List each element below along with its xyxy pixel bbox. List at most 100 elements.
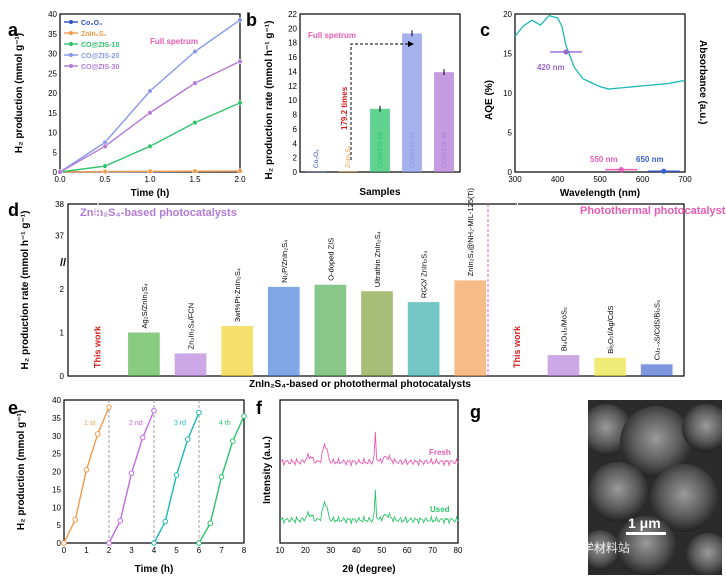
aqe-point [618,167,624,173]
bar-label-d: Zn₃In₂S₆/FCN [187,303,196,350]
point-e [106,540,112,546]
ytick-c: 0 [508,168,513,177]
series-line-e [108,410,155,544]
ylabel-c: AQE (%) [484,80,495,120]
panel-d: d ZnIn₂S₄-based photocatalysts Photother… [8,188,726,390]
ytick-d: 37 [55,231,64,240]
bar-d [640,364,673,376]
point-e [229,438,236,444]
bar-d [547,355,580,376]
axis-break-d: // [60,257,66,269]
legend-label-a: Co₃O₄ [81,20,102,27]
panel-b: b Full spetrum 0 2 4 6 8 10 12 14 16 18 20 22 Co₃O₄… [246,10,461,198]
legend-label-a: CO@ZIS-10 [81,42,119,49]
point-a [147,168,153,174]
ytick-b: 12 [288,82,297,91]
xtick-c: 400 [551,175,565,184]
bar-b [434,72,454,172]
ytick-b: 14 [288,67,297,76]
ytick-b: 16 [288,53,297,62]
xtick-a: 0.5 [99,175,111,184]
point-e [184,436,191,443]
xtick-e: 8 [242,546,247,555]
f-label-used: Used [430,505,450,514]
ylabel-e: H₂ production (mmol g⁻¹) [16,410,27,530]
series-line-e [63,406,110,544]
point-a [237,100,243,106]
ytick-b: 8 [293,111,298,120]
xtick-a: 2.0 [234,175,246,184]
panel-label-f: f [256,398,263,418]
ytick-a: 40 [48,10,57,19]
bar-label-d: ZnIn₂S₄@NH₂-MIL-125(Ti) [466,188,475,277]
xtick-f: 50 [377,546,386,555]
ytick-b: 4 [293,139,298,148]
bar-note-d: This work [92,325,102,368]
sem-image: 1 μm 知乎 @科学材料站 [588,400,722,575]
bar-label-d: Cu₂₋ₓS/CdS/Bi₂S₃ [653,300,662,360]
ytick-e: 35 [52,414,61,423]
ytick-e: 10 [52,503,61,512]
point-a [102,163,108,169]
ytick-a: 15 [48,109,57,118]
ytick-d: 1 [60,329,65,338]
point-a [147,110,153,116]
point-e [241,413,247,419]
cycle-label-e: 3 rd [174,420,186,427]
ytick-e: 15 [52,485,61,494]
legend-label-a: CO@ZIS-20 [81,53,119,60]
c-ann-550: 550 nm [590,155,618,164]
ytick-e: 20 [52,468,61,477]
ytick-a: 10 [48,129,57,138]
ytick-c: 5 [508,129,513,138]
group-label-photothermal: Photothermal photocatalysts [580,205,726,217]
point-e [173,472,180,478]
bar-d [314,284,347,376]
point-e [207,520,214,527]
xtick-e: 6 [197,546,202,555]
legend-marker-a [69,64,73,68]
bar-d [221,326,254,376]
panel-label-e: e [8,398,18,418]
xlabel-d: ZnIn₂S₄-based or photothermal photocatal… [249,379,471,390]
aqe-point [563,49,569,55]
panel-label-c: c [480,20,490,40]
bar-label-d: Ni₂P/ZnIn₂S₄ [280,240,289,283]
point-a [192,168,198,174]
ytick-e: 30 [52,432,61,441]
ratio-annotation: 179.2 times [340,86,349,130]
xlabel-b: Samples [359,187,401,198]
point-e [61,540,67,546]
xtick-e: 2 [107,546,112,555]
point-e [151,407,157,414]
plot-frame-f [279,399,459,544]
watermark: 知乎 @科学材料站 [588,540,630,555]
bar-label-b: CO@ZIS-20 [409,132,416,168]
ytick-b: 20 [288,24,297,33]
ytick-d: 0 [60,372,65,381]
panel-label-g: g [470,402,481,422]
point-e [83,466,90,473]
xrd-fresh-line [279,431,459,468]
point-a [192,48,198,55]
panel-a: a Full spetrum 0.0 0.5 1.0 1.5 2.0 0 5 10 15 20 25… [8,10,246,199]
panel-e: e 0 1 2 3 4 5 6 7 8 0 5 10 15 20 25 30 35 40 1 st 2 nd 3 rd… [8,396,247,575]
point-a [237,168,243,174]
point-a [102,143,108,149]
ytick-b: 10 [288,96,297,105]
point-e [218,474,225,480]
legend-marker-a [69,42,73,46]
bar-label-d: RGO/ ZnIn₂S₄ [420,251,429,298]
point-a [147,143,153,149]
ytick-b: 22 [288,10,297,19]
c-ann-650: 650 nm [636,155,664,164]
plot-frame-c [514,13,686,173]
ytick-c: 15 [503,50,512,59]
ytick-e: 5 [57,521,62,530]
xtick-e: 3 [129,546,134,555]
ylabel-d: H₂ production rate (mmol h⁻¹ g⁻¹) [20,211,31,370]
xtick-f: 30 [326,546,335,555]
bar-d [128,332,160,376]
